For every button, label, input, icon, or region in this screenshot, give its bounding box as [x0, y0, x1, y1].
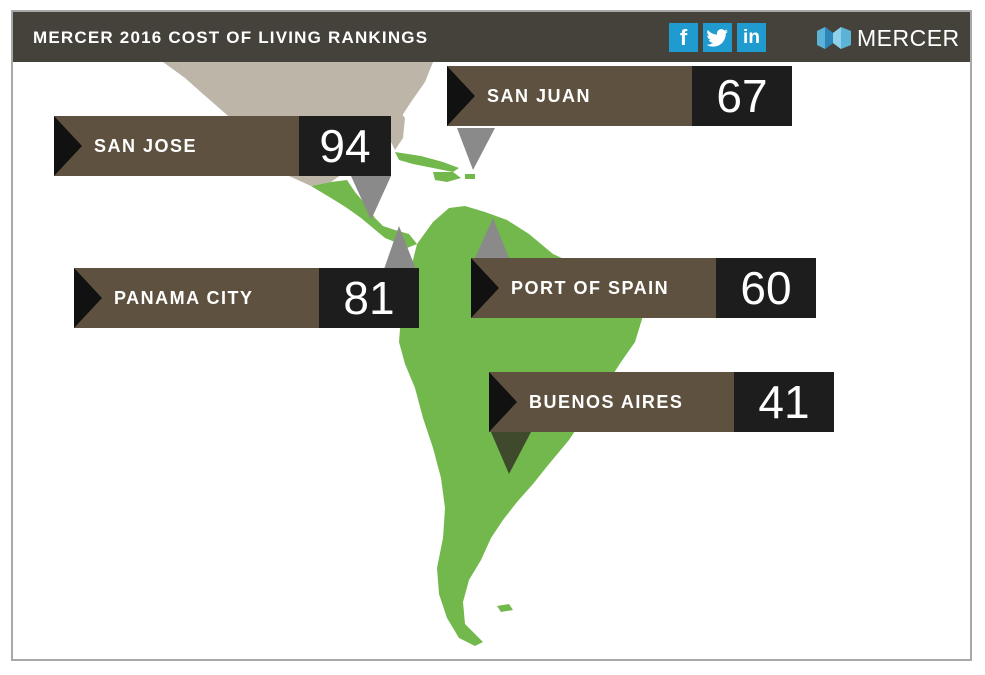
buenos-aires-pointer	[491, 432, 531, 474]
panama-city-pointer	[383, 226, 417, 272]
hispaniola-land	[433, 172, 461, 182]
city-name-box: PORT OF SPAIN	[471, 258, 716, 318]
city-rank: 41	[734, 372, 834, 432]
falklands-land	[497, 604, 513, 612]
brand-name: MERCER	[857, 24, 960, 51]
city-name: PORT OF SPAIN	[511, 277, 670, 298]
play-arrow-icon	[447, 66, 475, 126]
twitter-icon[interactable]	[703, 23, 732, 52]
city-label-panama-city[interactable]: PANAMA CITY 81	[74, 268, 419, 328]
mercer-logo-icon	[817, 27, 851, 49]
city-name: SAN JUAN	[487, 85, 592, 106]
city-name-box: PANAMA CITY	[74, 268, 319, 328]
san-juan-pointer	[457, 128, 495, 170]
mercer-logo: MERCER	[817, 24, 960, 52]
central-america-land	[311, 180, 417, 248]
san-jose-pointer	[351, 176, 391, 220]
city-label-buenos-aires[interactable]: BUENOS AIRES 41	[489, 372, 834, 432]
city-rank: 67	[692, 66, 792, 126]
city-name-box: BUENOS AIRES	[489, 372, 734, 432]
city-name-box: SAN JUAN	[447, 66, 692, 126]
city-rank: 60	[716, 258, 816, 318]
city-rank: 94	[299, 116, 391, 176]
facebook-icon[interactable]: f	[669, 23, 698, 52]
city-label-san-jose[interactable]: SAN JOSE 94	[54, 116, 391, 176]
puerto-rico-land	[465, 174, 475, 179]
play-arrow-icon	[74, 268, 102, 328]
play-arrow-icon	[471, 258, 499, 318]
city-name-box: SAN JOSE	[54, 116, 299, 176]
city-rank: 81	[319, 268, 419, 328]
city-label-port-of-spain[interactable]: PORT OF SPAIN 60	[471, 258, 816, 318]
city-label-san-juan[interactable]: SAN JUAN 67	[447, 66, 792, 126]
cuba-land	[395, 152, 459, 172]
play-arrow-icon	[489, 372, 517, 432]
city-name: SAN JOSE	[94, 135, 198, 156]
header-bar: MERCER 2016 COST OF LIVING RANKINGS f in…	[13, 12, 970, 62]
city-name: BUENOS AIRES	[529, 391, 684, 412]
play-arrow-icon	[54, 116, 82, 176]
city-name: PANAMA CITY	[114, 287, 254, 308]
page-title: MERCER 2016 COST OF LIVING RANKINGS	[33, 28, 429, 47]
port-of-spain-pointer	[475, 218, 509, 258]
linkedin-icon[interactable]: in	[737, 23, 766, 52]
map-frame: MERCER 2016 COST OF LIVING RANKINGS f in…	[11, 10, 972, 661]
